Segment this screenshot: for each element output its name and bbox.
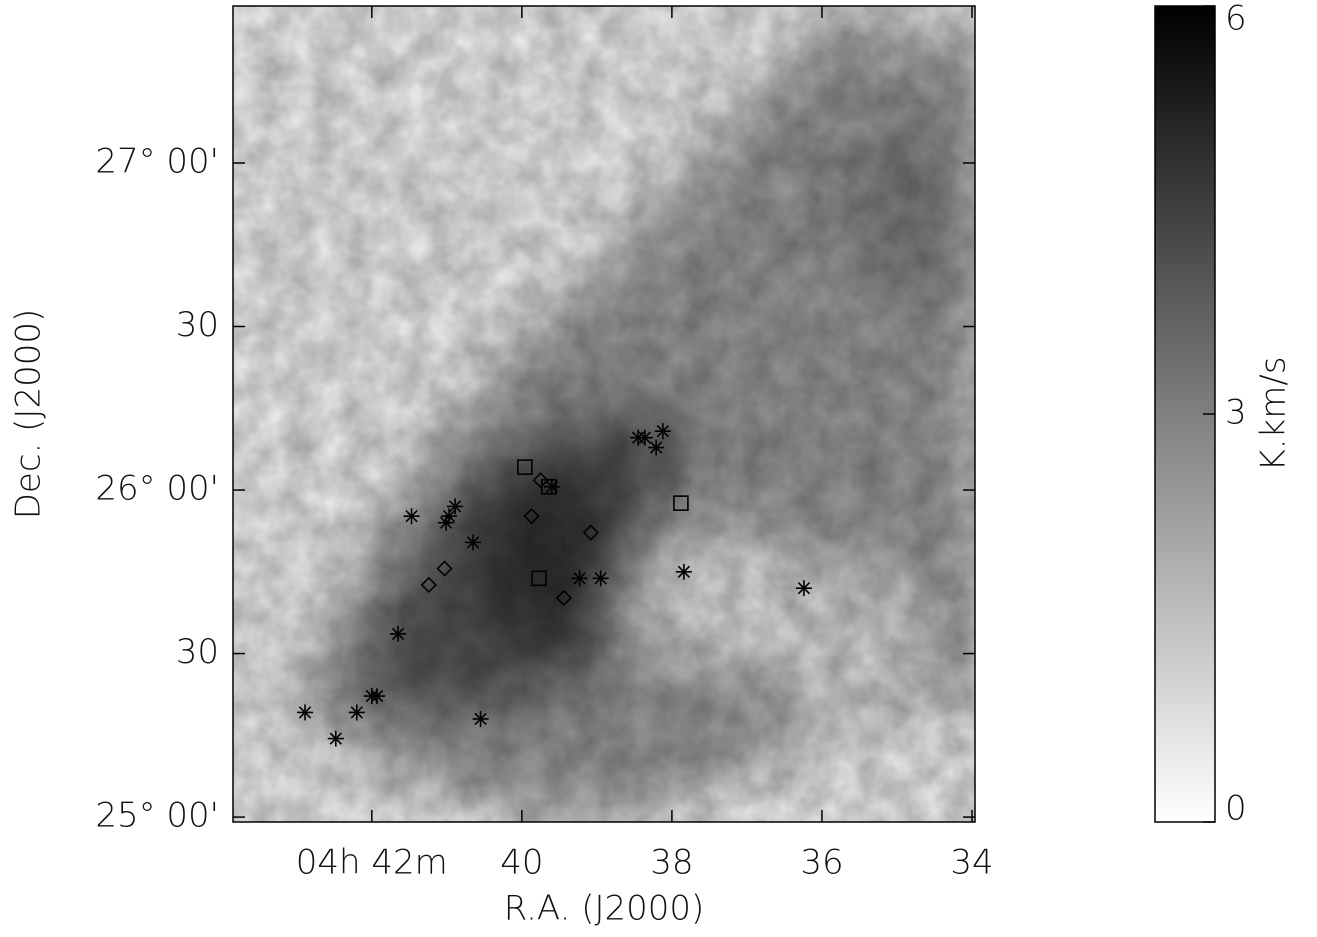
- marker-shape: [532, 472, 549, 489]
- marker-asterisk: [571, 570, 588, 587]
- y-tick-label: 30: [176, 632, 219, 672]
- y-tick-label: 27° 00': [95, 141, 219, 181]
- marker-asterisk: [390, 625, 407, 642]
- marker-square: [673, 495, 689, 511]
- colorbar-label: K.km/s: [1254, 356, 1294, 471]
- marker-shape: [436, 560, 453, 577]
- marker-shape: [523, 508, 540, 525]
- marker-asterisk: [327, 730, 344, 747]
- marker-asterisk: [648, 439, 665, 456]
- x-tick-label: 04h 42m: [296, 843, 448, 883]
- marker-shape: [517, 459, 533, 475]
- marker-stroke: [649, 441, 663, 454]
- x-tick-label: 36: [800, 843, 843, 883]
- marker-asterisk: [654, 423, 671, 440]
- x-tick-label: 40: [500, 843, 543, 883]
- marker-square: [531, 570, 547, 587]
- marker-asterisk: [795, 580, 812, 597]
- marker-asterisk: [369, 688, 386, 705]
- y-tick-label: 30: [176, 305, 219, 345]
- marker-asterisk: [403, 508, 420, 525]
- marker-stroke: [638, 431, 652, 444]
- marker-shape: [555, 589, 572, 607]
- marker-stroke: [677, 565, 691, 578]
- marker-stroke: [298, 706, 312, 719]
- colorbar-tick-label: 6: [1225, 0, 1247, 39]
- marker-asterisk: [465, 534, 482, 551]
- marker-asterisk: [297, 704, 314, 721]
- marker-diamond: [523, 508, 540, 525]
- x-tick-label: 34: [950, 843, 993, 883]
- marker-stroke: [656, 425, 670, 438]
- marker-diamond: [532, 472, 549, 489]
- marker-stroke: [594, 572, 607, 585]
- marker-asterisk: [636, 429, 653, 446]
- marker-asterisk: [472, 710, 489, 727]
- marker-stroke: [350, 706, 363, 719]
- colorbar-tick-label: 3: [1225, 393, 1247, 433]
- marker-diamond: [582, 524, 600, 541]
- x-tick-label: 38: [650, 843, 693, 883]
- marker-diamond: [420, 576, 437, 594]
- marker-stroke: [370, 689, 384, 703]
- marker-stroke: [405, 510, 418, 523]
- marker-asterisk: [441, 508, 458, 525]
- marker-square: [517, 459, 533, 475]
- marker-stroke: [329, 732, 342, 745]
- marker-asterisk: [675, 563, 692, 580]
- y-tick-label: 25° 00': [95, 796, 219, 836]
- marker-shape: [582, 524, 600, 541]
- marker-shape: [420, 576, 437, 594]
- marker-stroke: [448, 500, 462, 513]
- intensity-map: [233, 6, 975, 822]
- y-tick-label: 26° 00': [95, 469, 219, 509]
- marker-stroke: [466, 536, 480, 549]
- marker-asterisk: [447, 498, 464, 515]
- marker-stroke: [474, 712, 487, 726]
- marker-diamond: [555, 589, 572, 607]
- marker-diamond: [436, 560, 453, 577]
- marker-stroke: [442, 510, 456, 523]
- y-axis-label: Dec. (J2000): [9, 309, 49, 520]
- colorbar-tick-label: 0: [1225, 789, 1247, 829]
- marker-stroke: [391, 627, 405, 641]
- marker-shape: [673, 495, 689, 511]
- x-axis-label: R.A. (J2000): [504, 889, 705, 929]
- marker-stroke: [573, 572, 586, 585]
- marker-asterisk: [592, 570, 609, 587]
- marker-shape: [531, 570, 547, 587]
- plot-frame: [232, 5, 976, 823]
- marker-stroke: [797, 581, 811, 595]
- marker-asterisk: [348, 704, 365, 721]
